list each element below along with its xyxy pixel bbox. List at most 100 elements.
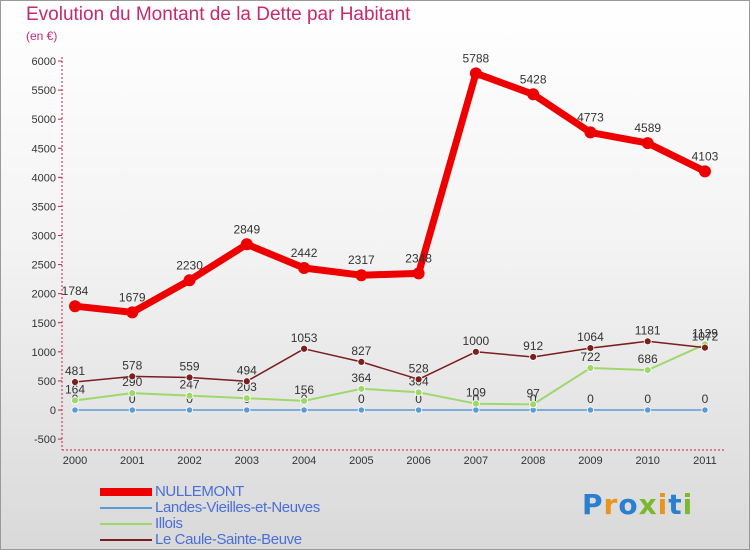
chart-title: Evolution du Montant de la Dette par Hab… [26, 4, 411, 25]
series-1: 000000000000 [71, 392, 709, 414]
data-point [357, 406, 365, 414]
data-label: 97 [526, 386, 540, 400]
y-tick-label: 4500 [32, 143, 56, 155]
data-label: 364 [351, 371, 371, 385]
data-point [643, 366, 652, 374]
data-label: 686 [638, 352, 658, 366]
data-point [586, 364, 595, 372]
data-point [529, 400, 538, 409]
data-point [185, 373, 194, 382]
data-label: 5788 [463, 51, 490, 65]
data-label: 1072 [692, 330, 719, 344]
y-tick-label: 3500 [32, 201, 56, 213]
data-point [529, 353, 538, 361]
data-point [414, 388, 423, 397]
x-tick-label: 2011 [693, 455, 717, 467]
data-label: 203 [237, 380, 257, 394]
data-label: 827 [351, 344, 371, 358]
data-label: 0 [358, 392, 365, 406]
data-point [240, 238, 253, 251]
x-tick-label: 2010 [635, 455, 659, 467]
data-point [412, 267, 425, 280]
data-point [586, 344, 595, 353]
data-label: 156 [294, 383, 314, 397]
series-2: 164290247203156364304109977226861129 [65, 326, 718, 409]
data-point [183, 274, 196, 287]
x-tick-label: 2002 [177, 455, 201, 467]
legend-swatch [100, 488, 152, 496]
data-label: 1000 [463, 334, 490, 348]
x-tick-label: 2005 [349, 455, 373, 467]
data-point [128, 389, 137, 398]
data-label: 1784 [62, 284, 89, 298]
data-label: 0 [644, 392, 651, 406]
data-label: 2230 [176, 258, 203, 272]
series-line [74, 340, 706, 383]
x-tick-label: 2003 [235, 455, 259, 467]
axes: -500 0 500 1000 1500 2000 2500 3000 3500 4000 4500… [32, 56, 726, 467]
data-point [355, 269, 368, 282]
legend-item: Le Caule-Sainte-Beuve [100, 531, 430, 548]
data-point [128, 372, 137, 381]
series-layer: 0000000000001642902472031563643041099772… [62, 51, 719, 414]
data-point [300, 397, 308, 405]
data-point [641, 137, 654, 150]
data-point [300, 406, 308, 414]
data-point [69, 300, 81, 313]
legend-label: Le Caule-Sainte-Beuve [155, 531, 302, 548]
data-label: 290 [122, 375, 142, 389]
legend-item: Illois [100, 515, 430, 532]
data-label: 2348 [405, 251, 432, 265]
data-label: 5428 [520, 72, 547, 86]
data-label: 0 [530, 392, 537, 406]
data-label: 109 [466, 386, 486, 400]
data-point [471, 347, 480, 356]
data-label: 0 [473, 392, 480, 406]
data-point [298, 261, 311, 274]
y-tick-label: 0 [50, 405, 56, 417]
y-tick-label: 3000 [32, 231, 56, 243]
data-point [242, 377, 251, 386]
data-point [584, 126, 597, 139]
data-label: 4589 [634, 121, 661, 135]
data-point [414, 375, 423, 384]
y-tick-label: -500 [34, 434, 56, 446]
data-point [300, 344, 308, 353]
data-label: 164 [65, 382, 85, 396]
legend-swatch [100, 507, 152, 509]
data-label: 494 [237, 363, 257, 377]
data-label: 0 [129, 392, 136, 406]
data-point [698, 165, 711, 178]
data-point [126, 306, 139, 319]
data-label: 1129 [692, 326, 718, 340]
legend-item: Landes-Vieilles-et-Neuves [100, 499, 430, 516]
data-point [357, 384, 366, 393]
y-tick-label: 2000 [32, 289, 56, 301]
data-label: 4773 [577, 110, 604, 124]
data-point [472, 406, 480, 414]
y-tick-label: 2500 [32, 260, 56, 272]
data-label: 1053 [291, 331, 318, 345]
data-point [701, 406, 709, 414]
x-tick-label: 2004 [292, 455, 316, 467]
chart-subtitle: (en €) [26, 29, 58, 43]
data-point [128, 406, 136, 414]
data-label: 0 [702, 392, 709, 406]
data-point [701, 343, 709, 352]
legend-item: NULLEMONT [100, 483, 430, 500]
data-point [586, 406, 595, 414]
legend-label: Illois [155, 515, 183, 532]
series-3: 481 578 559 494 1053 827 528 1000 912 1064 1181 107… [65, 323, 719, 386]
x-tick-label: 2001 [120, 455, 144, 467]
series-line [74, 69, 707, 316]
data-label: 481 [65, 364, 85, 378]
x-tick-label: 2009 [578, 455, 602, 467]
x-tick-label: 2008 [521, 455, 545, 467]
data-point [71, 406, 79, 414]
data-label: 0 [587, 392, 594, 406]
y-tick-label: 1500 [32, 318, 56, 330]
proxiti-logo: Proxiti [582, 488, 694, 521]
data-label: 559 [180, 359, 200, 373]
data-point [185, 406, 194, 414]
